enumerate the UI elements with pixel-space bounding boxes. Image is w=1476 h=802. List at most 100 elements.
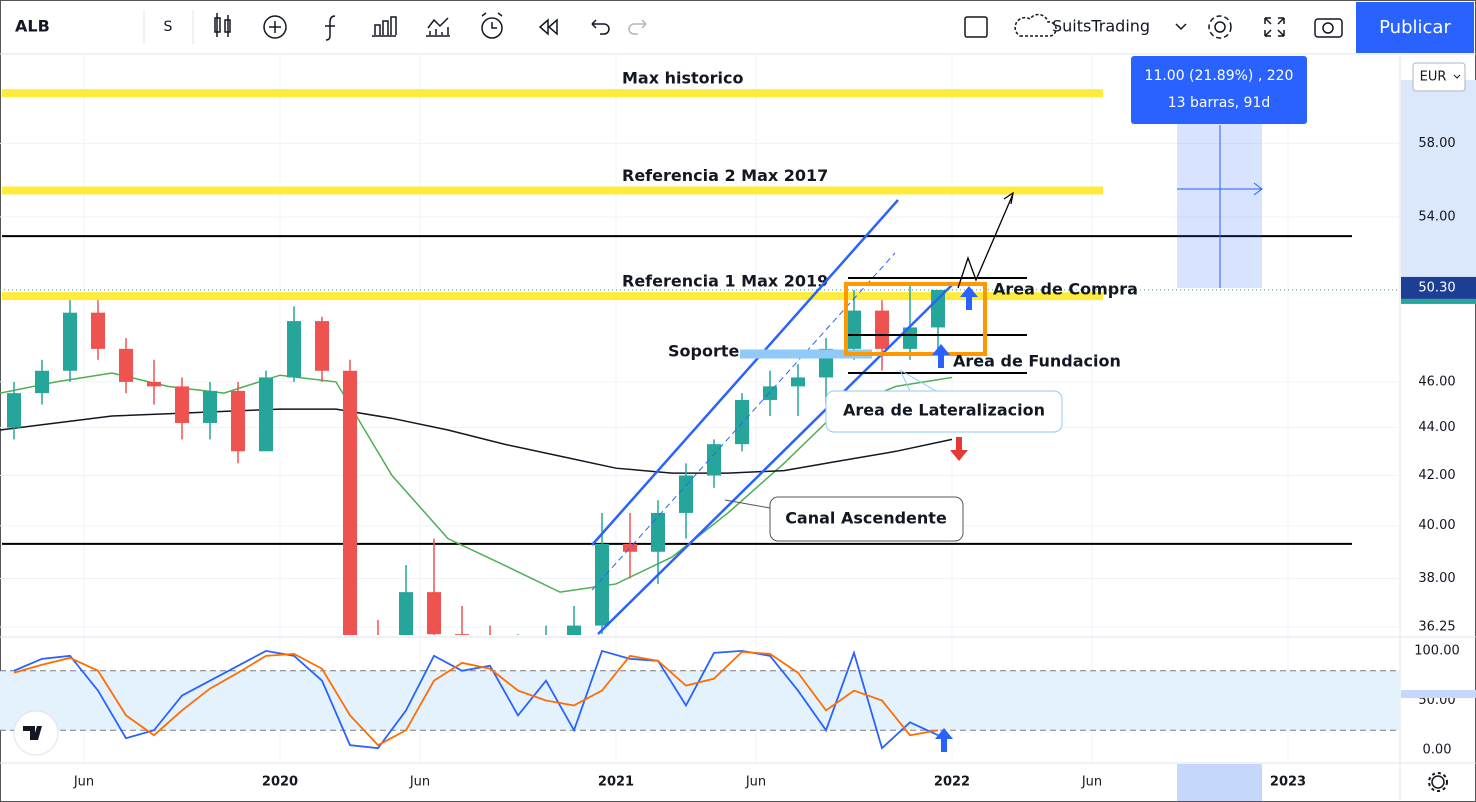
channel-middle bbox=[591, 252, 896, 591]
currency-button[interactable] bbox=[1412, 62, 1466, 92]
measure-text: 11.00 (21.89%) , 220 bbox=[1145, 68, 1294, 84]
x-tick-label: 2020 bbox=[262, 775, 298, 790]
compare-icon[interactable] bbox=[426, 17, 450, 37]
last-price-tag-accent bbox=[1401, 298, 1476, 304]
x-tick-label: 2021 bbox=[598, 775, 634, 790]
candle-body bbox=[63, 312, 77, 371]
candle-body bbox=[791, 377, 805, 387]
osc-line bbox=[13, 649, 939, 750]
symbol[interactable]: ALB bbox=[15, 17, 50, 36]
y-tick-label: 40.00 bbox=[1418, 518, 1455, 533]
last-price-tag bbox=[1401, 276, 1476, 299]
up-arrow bbox=[930, 344, 952, 368]
candle-body bbox=[203, 390, 217, 423]
projection-arrow[interactable] bbox=[957, 191, 1014, 289]
layout-icon[interactable] bbox=[964, 16, 988, 38]
candle-body bbox=[763, 386, 777, 400]
candle-body bbox=[147, 381, 161, 387]
replay-icon[interactable] bbox=[538, 18, 558, 36]
candle-body bbox=[707, 444, 721, 476]
y-tick-label: 38.00 bbox=[1418, 571, 1455, 586]
osc-line bbox=[13, 650, 939, 747]
measure-axis-highlight bbox=[1401, 80, 1476, 288]
cloud-icon[interactable] bbox=[1014, 13, 1057, 37]
publish-label[interactable]: Publicar bbox=[1379, 17, 1451, 38]
y-tick-label: 42.00 bbox=[1418, 468, 1455, 483]
level-label: Referencia 1 Max 2019 bbox=[622, 272, 828, 291]
down-arrow bbox=[948, 437, 970, 461]
alert-icon[interactable] bbox=[481, 17, 503, 39]
candle-body bbox=[847, 310, 861, 349]
candle-body bbox=[259, 377, 273, 452]
x-tick-label: Jun bbox=[73, 775, 94, 790]
candle-body bbox=[91, 312, 105, 349]
drawings: Area de Compra Area de Fundacion Soporte… bbox=[13, 56, 1476, 792]
candle-body bbox=[119, 348, 133, 382]
candle-body bbox=[287, 321, 301, 378]
candle-body bbox=[567, 625, 581, 635]
annotation[interactable]: Area de Lateralizacion bbox=[843, 401, 1045, 420]
x-tick-label: Jun bbox=[745, 775, 766, 790]
measure-time-highlight bbox=[1177, 764, 1262, 801]
candle-body bbox=[903, 327, 917, 349]
candle-body bbox=[175, 386, 189, 423]
settings-icon[interactable] bbox=[1214, 21, 1226, 33]
measure-tooltip bbox=[1131, 56, 1307, 124]
moving-average bbox=[0, 408, 953, 474]
y-tick-label: 36.25 bbox=[1418, 620, 1455, 635]
candle-body bbox=[7, 393, 21, 428]
candle-body bbox=[231, 390, 245, 452]
bars-icon[interactable] bbox=[372, 16, 397, 37]
x-tick-label: Jun bbox=[1081, 775, 1102, 790]
last-price-label: 50.30 bbox=[1418, 280, 1455, 295]
channel-upper[interactable] bbox=[591, 199, 899, 546]
add-indicator-icon[interactable] bbox=[263, 15, 287, 39]
annotation[interactable]: Soporte bbox=[668, 342, 740, 361]
channel-lower[interactable] bbox=[597, 284, 953, 635]
interval[interactable]: S bbox=[164, 19, 173, 35]
candle-body bbox=[623, 543, 637, 552]
annotation[interactable]: Canal Ascendente bbox=[785, 509, 947, 528]
redo-icon[interactable] bbox=[628, 19, 647, 35]
x-tick-label: 2023 bbox=[1270, 775, 1306, 790]
osc-axis-highlight bbox=[1401, 690, 1476, 698]
candle-body bbox=[35, 370, 49, 394]
undo-icon[interactable] bbox=[591, 19, 610, 35]
candle-body bbox=[735, 399, 749, 445]
level-label: Referencia 2 Max 2017 bbox=[622, 166, 828, 185]
publish-button[interactable] bbox=[1356, 2, 1474, 53]
fullscreen-icon[interactable] bbox=[1264, 17, 1285, 37]
annotation[interactable]: Area de Fundacion bbox=[953, 352, 1121, 371]
candle-body bbox=[315, 321, 329, 371]
candle-body bbox=[875, 310, 889, 349]
currency[interactable]: EUR bbox=[1420, 70, 1447, 85]
x-tick-label: Jun bbox=[409, 775, 430, 790]
candle-body bbox=[399, 592, 413, 635]
range-box[interactable] bbox=[844, 282, 987, 356]
fx-icon[interactable] bbox=[325, 15, 336, 41]
up-arrow bbox=[933, 728, 955, 752]
level-label: Max historico bbox=[622, 69, 744, 88]
candle-body bbox=[343, 370, 357, 635]
candle-body bbox=[427, 592, 441, 635]
annotation[interactable]: Area de Compra bbox=[993, 280, 1138, 299]
tv-logo bbox=[13, 710, 59, 756]
candle-body bbox=[651, 512, 665, 552]
layout-name[interactable]: SuitsTrading bbox=[1052, 17, 1150, 36]
y-tick-label: 100.00 bbox=[1414, 643, 1460, 658]
snapshot-icon[interactable] bbox=[1314, 18, 1343, 38]
callout[interactable] bbox=[769, 496, 964, 542]
measure-text: 13 barras, 91d bbox=[1168, 95, 1270, 111]
y-tick-label: 54.00 bbox=[1418, 209, 1455, 224]
y-tick-label: 0.00 bbox=[1423, 743, 1452, 758]
callout[interactable] bbox=[825, 390, 1063, 433]
candle-body bbox=[455, 634, 469, 635]
settings-gear[interactable] bbox=[1428, 772, 1448, 792]
candle-body bbox=[679, 475, 693, 513]
y-tick-label: 44.00 bbox=[1418, 420, 1455, 435]
toolbar: ALB S SuitsTrading Publicar bbox=[0, 2, 1476, 55]
candle-body bbox=[931, 289, 945, 328]
y-tick-label: 46.00 bbox=[1418, 374, 1455, 389]
candle-body bbox=[595, 543, 609, 626]
x-tick-label: 2022 bbox=[934, 775, 970, 790]
